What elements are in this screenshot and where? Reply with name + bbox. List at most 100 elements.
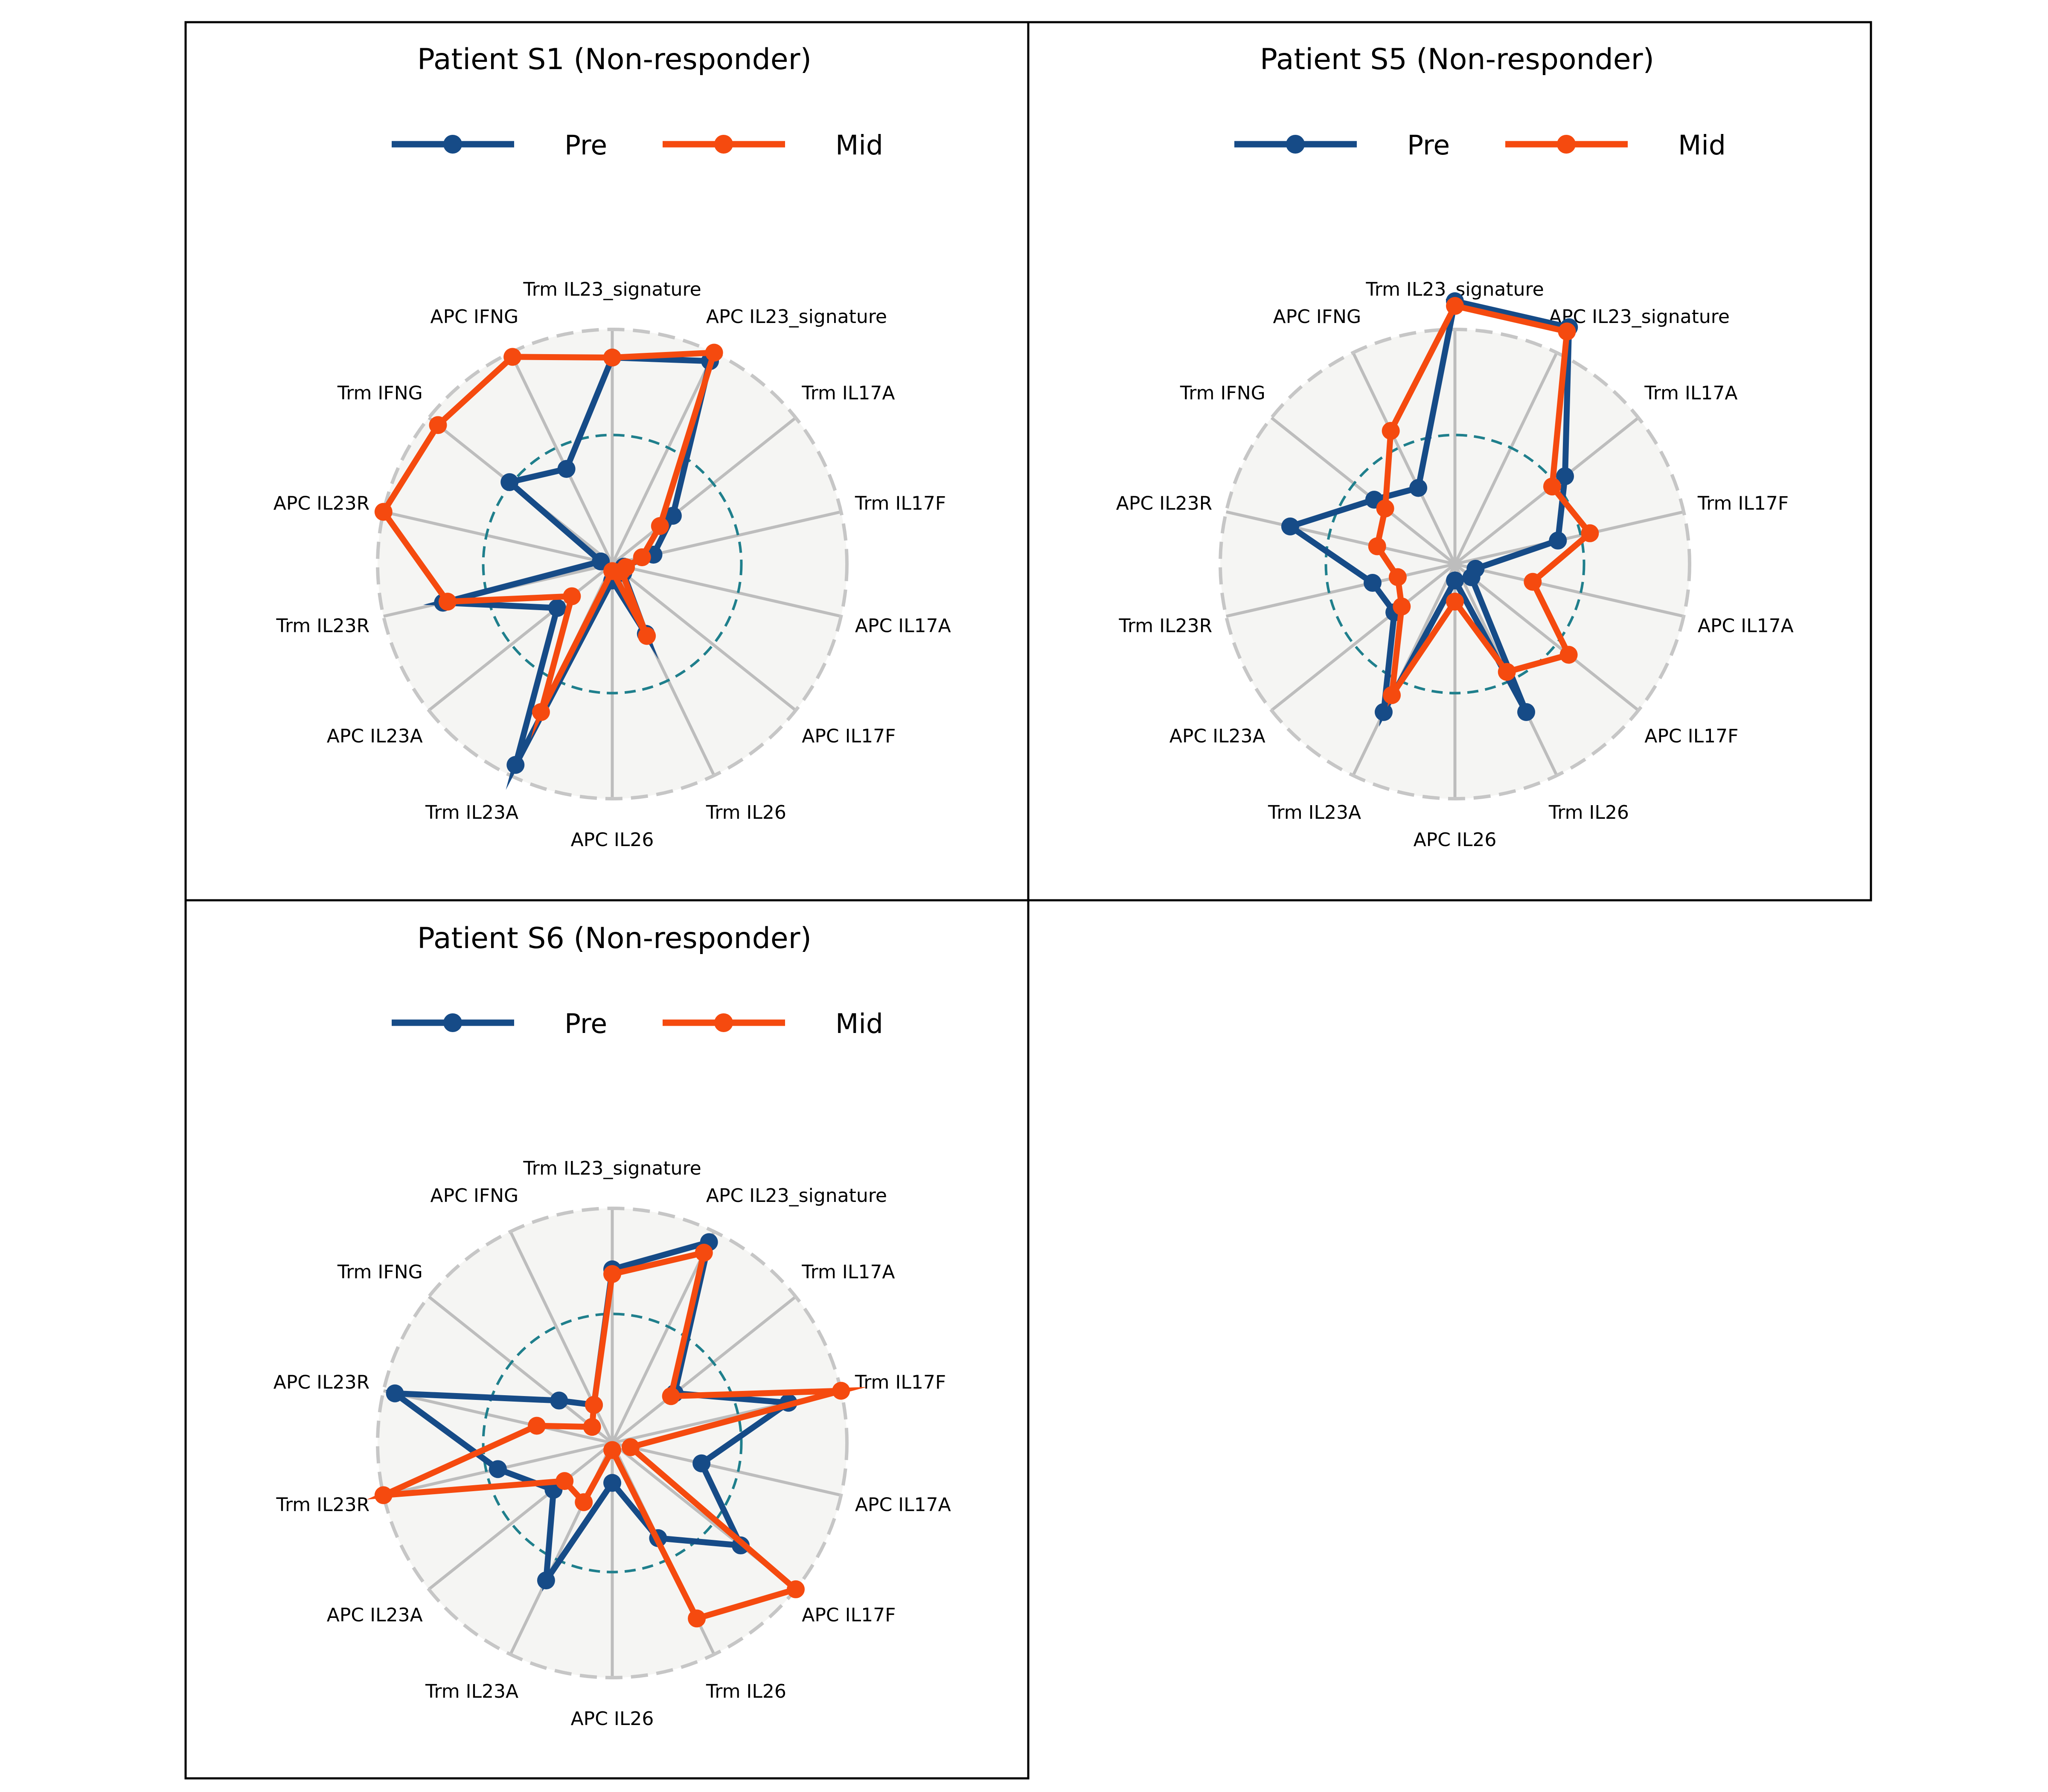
legend: Pre Mid: [1234, 130, 1726, 161]
legend-pre-label: Pre: [1407, 130, 1450, 161]
series-mid-point: [438, 593, 457, 611]
series-pre-point: [1462, 568, 1481, 586]
legend-pre-marker: [443, 1013, 462, 1032]
series-pre-point: [506, 756, 525, 774]
axis-label: APC IL23R: [1116, 492, 1212, 514]
axis-label: APC IL17F: [802, 1604, 896, 1626]
series-mid-point: [1383, 686, 1401, 704]
series-pre-point: [386, 1384, 404, 1402]
panel-title: Patient S1 (Non-responder): [417, 43, 812, 76]
axis-label: APC IFNG: [431, 306, 519, 328]
radar-spoke: [612, 562, 841, 618]
series-pre-point: [548, 599, 566, 617]
panel-frame: [184, 899, 1030, 1780]
series-mid-point: [563, 587, 581, 605]
axis-label: Trm IL23A: [1268, 802, 1361, 823]
series-mid-point: [603, 1265, 621, 1283]
panel-3: Patient S6 (Non-responder) Pre Mid Trm I…: [184, 899, 1030, 1780]
radar-spoke: [611, 563, 797, 712]
series-pre-point: [603, 1474, 621, 1492]
series-pre-point: [1446, 571, 1464, 590]
radar-spoke: [428, 1295, 614, 1444]
radar-outer-ring: [376, 328, 849, 800]
radar-reference-ring: [482, 433, 743, 695]
series-pre-point: [1363, 574, 1382, 592]
series-pre-point: [1556, 467, 1574, 486]
axis-label: APC IL17A: [855, 615, 951, 637]
axis-label: APC IL17A: [1698, 615, 1794, 637]
radar-spoke: [1453, 352, 1558, 565]
radar-outer-ring: [1219, 328, 1691, 800]
series-pre-point: [1517, 703, 1536, 721]
radar-spoke: [611, 352, 716, 565]
axis-label: Trm IL17A: [801, 1261, 895, 1283]
series-mid-point: [1543, 477, 1561, 496]
panel-frame: [1027, 21, 1872, 902]
series-mid-point: [1382, 422, 1400, 440]
series-pre-point: [550, 1391, 568, 1410]
series-mid-point: [638, 627, 656, 645]
series-pre-point: [1281, 517, 1299, 535]
axis-label: Trm IL26: [706, 802, 786, 823]
radar-spoke: [1352, 352, 1457, 565]
panel-2: Patient S5 (Non-responder) Pre Mid Trm I…: [1027, 21, 1872, 902]
axis-label: Trm IL17F: [855, 1371, 946, 1393]
series-mid-point: [695, 1244, 713, 1262]
series-pre-point: [1374, 703, 1393, 721]
radar-outer-ring: [376, 1207, 849, 1679]
axis-label: APC IL23_signature: [1549, 306, 1730, 328]
radar-spoke: [611, 416, 797, 565]
legend: Pre Mid: [392, 130, 883, 161]
series-mid-point: [374, 503, 393, 521]
axis-label: Trm IL23R: [276, 615, 370, 637]
series-mid-point: [1388, 568, 1407, 586]
axis-label: APC IL17F: [1644, 725, 1738, 747]
axis-label: APC IL26: [571, 829, 654, 851]
axis-label: APC IL23_signature: [706, 1185, 887, 1207]
series-pre-point: [500, 473, 519, 491]
radar-spoke: [1270, 563, 1456, 712]
series-mid-point: [688, 1609, 706, 1628]
panel-title: Patient S6 (Non-responder): [417, 922, 812, 955]
series-mid-point: [633, 548, 651, 567]
series-mid-point: [1581, 524, 1599, 542]
series-pre-point: [1409, 479, 1428, 497]
axis-label: Trm IL17A: [801, 382, 895, 404]
series-mid-point: [583, 1418, 601, 1436]
axis-label: Trm IL17A: [1644, 382, 1737, 404]
series-mid-point: [662, 1387, 680, 1405]
series-mid-point: [556, 1472, 574, 1490]
series-pre-point: [692, 1454, 711, 1472]
radar-spoke: [428, 1442, 614, 1591]
series-mid-point: [429, 416, 447, 434]
axis-label: Trm IL23_signature: [523, 279, 701, 300]
series-mid-point: [1393, 597, 1411, 616]
series-mid-point: [705, 343, 723, 362]
series-mid-point: [1446, 297, 1464, 315]
series-mid-point: [503, 348, 522, 366]
legend: Pre Mid: [392, 1008, 883, 1039]
radar-spoke: [611, 1295, 797, 1444]
axis-label: Trm IFNG: [337, 382, 423, 404]
radar-spoke: [1226, 562, 1455, 618]
series-pre-point: [663, 506, 682, 525]
series-mid-point: [1559, 646, 1578, 664]
radar-spoke: [428, 563, 614, 712]
radar-spoke: [1226, 510, 1455, 566]
series-pre-point: [489, 1460, 507, 1478]
series-mid-point: [528, 1417, 546, 1435]
legend-mid-label: Mid: [1678, 130, 1726, 161]
axis-label: Trm IL17F: [855, 492, 946, 514]
legend-mid-label: Mid: [835, 1008, 883, 1039]
legend-mid-marker: [714, 1013, 733, 1032]
axis-label: APC IL23R: [273, 1371, 369, 1393]
series-mid-point: [621, 1438, 640, 1456]
panel-title: Patient S5 (Non-responder): [1260, 43, 1654, 76]
axis-label: APC IL23A: [1169, 725, 1265, 747]
series-mid-point: [1368, 537, 1386, 556]
legend-pre-marker: [1286, 135, 1305, 154]
series-mid-point: [374, 1486, 393, 1504]
